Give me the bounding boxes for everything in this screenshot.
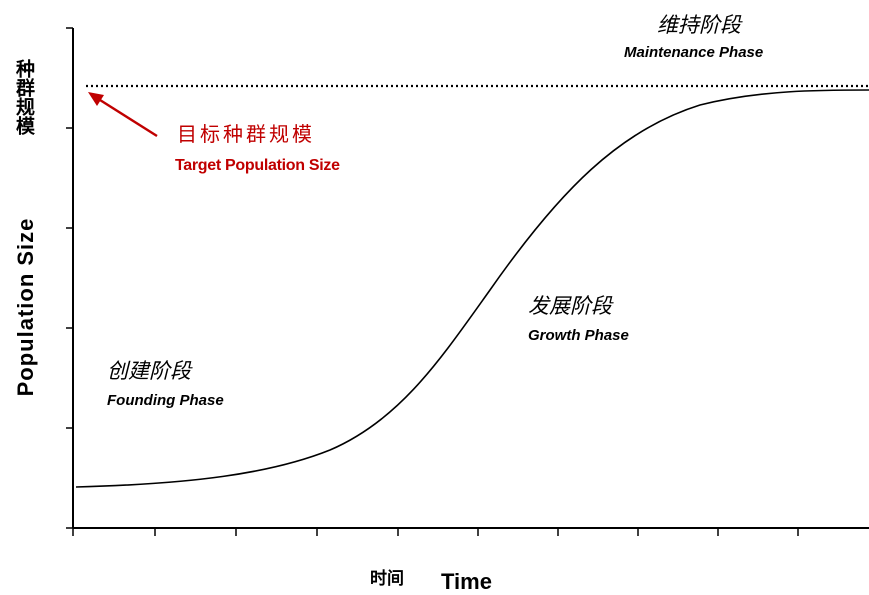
y-axis-label-cn: 种群规模 — [13, 59, 36, 136]
x-axis-label-cn: 时间 — [370, 568, 404, 589]
target-label-cn: 目标种群规模 — [177, 122, 315, 146]
y-axis-label-en: Population Size — [13, 218, 38, 397]
y-ticks — [66, 27, 73, 529]
founding-phase-label-en: Founding Phase — [107, 392, 224, 409]
growth-phase-label-cn: 发展阶段 — [528, 294, 614, 318]
arrowhead-icon — [88, 92, 104, 106]
target-label-en: Target Population Size — [175, 157, 340, 174]
growth-phase-label-en: Growth Phase — [528, 327, 629, 344]
x-axis-label-en: Time — [441, 569, 492, 594]
axes — [66, 27, 869, 536]
maintenance-phase-label-cn: 维持阶段 — [657, 13, 743, 37]
x-ticks — [72, 528, 799, 536]
founding-phase-label-cn: 创建阶段 — [107, 359, 193, 383]
target-arrow — [88, 92, 158, 138]
population-growth-curve — [75, 89, 869, 488]
maintenance-phase-label-en: Maintenance Phase — [624, 44, 763, 61]
